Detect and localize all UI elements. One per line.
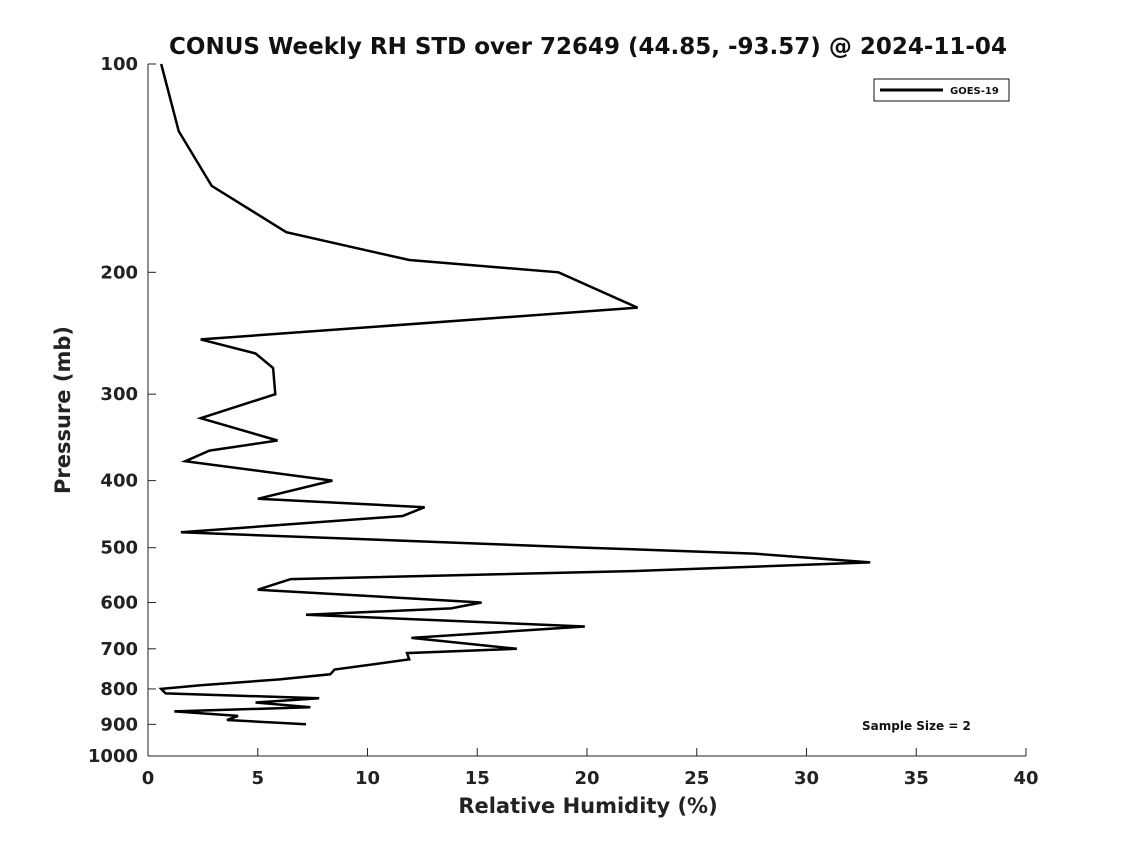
x-tick-label: 15 (465, 768, 490, 789)
y-axis-ticks: 100 200 300 400 500 600 700 800 900 1000 (88, 54, 156, 767)
series-line-goes-19 (158, 63, 871, 726)
y-tick-label: 200 (100, 262, 138, 283)
x-tick-label: 25 (684, 768, 709, 789)
x-axis-label: Relative Humidity (%) (458, 794, 717, 818)
chart-title: CONUS Weekly RH STD over 72649 (44.85, -… (169, 34, 1007, 60)
x-tick-label: 0 (142, 768, 155, 789)
x-tick-label: 35 (904, 768, 929, 789)
legend-label: GOES-19 (950, 86, 999, 97)
y-tick-label: 700 (100, 639, 138, 660)
x-tick-label: 40 (1013, 768, 1038, 789)
y-tick-label: 400 (100, 471, 138, 492)
plot-area: 100 200 300 400 500 600 700 800 900 1000 0 5 10 15 20… (88, 54, 1039, 789)
y-tick-label: 600 (100, 592, 138, 613)
y-tick-label: 300 (100, 384, 138, 405)
y-tick-label: 100 (100, 54, 138, 75)
series-layer (158, 63, 871, 726)
x-tick-label: 30 (794, 768, 819, 789)
x-tick-label: 20 (574, 768, 599, 789)
x-axis-ticks: 0 5 10 15 20 25 30 35 40 (142, 748, 1039, 789)
x-tick-label: 5 (251, 768, 264, 789)
y-tick-label: 500 (100, 538, 138, 559)
y-tick-label: 1000 (88, 746, 138, 767)
legend: GOES-19 (873, 78, 1010, 102)
y-tick-label: 800 (100, 679, 138, 700)
y-tick-label: 900 (100, 714, 138, 735)
y-axis-label: Pressure (mb) (51, 326, 75, 494)
x-tick-label: 10 (355, 768, 380, 789)
sample-size-note: Sample Size = 2 (862, 719, 971, 733)
